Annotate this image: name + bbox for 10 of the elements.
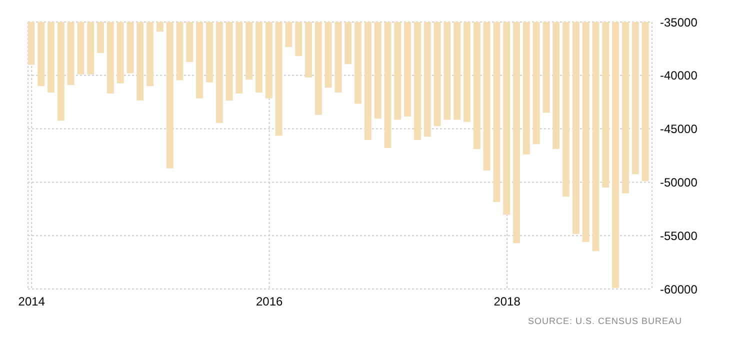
source-note: SOURCE: U.S. CENSUS BUREAU <box>528 316 682 326</box>
y-tick-label: -45000 <box>660 122 698 136</box>
y-tick-label: -55000 <box>660 228 698 243</box>
x-tick-label: 2014 <box>18 294 46 309</box>
y-tick-label: -40000 <box>660 68 698 83</box>
x-tick-label: 2016 <box>256 294 284 309</box>
x-tick-label: 2018 <box>494 294 521 309</box>
y-tick-label: -35000 <box>660 15 698 30</box>
y-tick-label: -50000 <box>660 175 698 190</box>
y-tick-label: -60000 <box>660 282 698 296</box>
